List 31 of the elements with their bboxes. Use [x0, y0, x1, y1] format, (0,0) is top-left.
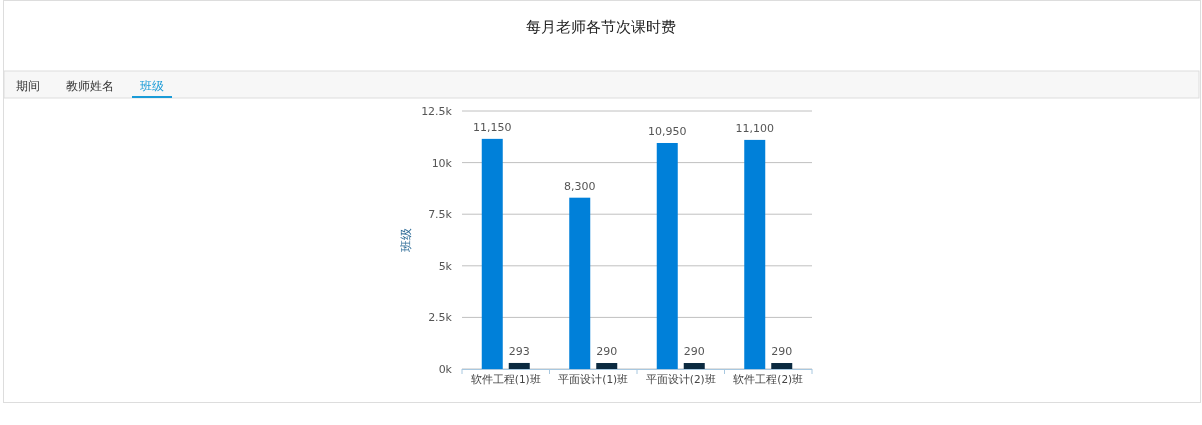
y-axis-title: 班级	[399, 228, 413, 252]
x-tick-label: 平面设计(1)班	[558, 373, 629, 385]
y-tick-label: 2.5k	[428, 311, 453, 325]
data-label: 8,300	[564, 179, 596, 193]
data-label: 290	[596, 345, 618, 359]
y-tick-label: 10k	[431, 156, 453, 170]
bar	[569, 197, 591, 369]
data-label: 290	[683, 345, 705, 359]
data-label: 290	[771, 345, 793, 359]
data-label: 10,950	[648, 124, 687, 138]
bar	[656, 142, 678, 369]
y-tick-label: 0k	[438, 363, 453, 376]
data-label: 11,100	[735, 121, 774, 135]
y-tick-label: 12.5k	[421, 105, 453, 118]
data-label: 11,150	[473, 120, 512, 134]
text: 教师姓名	[66, 79, 114, 93]
chart-title: 每月老师各节次课时费	[526, 18, 676, 36]
bar	[508, 362, 530, 369]
y-tick-label: 7.5k	[428, 208, 453, 222]
bar	[771, 363, 793, 369]
data-label: 293	[508, 344, 530, 358]
bar	[481, 138, 503, 369]
y-tick-label: 5k	[438, 259, 453, 273]
bar	[683, 363, 705, 369]
x-tick-label: 软件工程(2)班	[733, 373, 804, 385]
x-tick-label: 软件工程(1)班	[470, 373, 541, 385]
text: 期间	[16, 79, 40, 93]
text: 班级	[140, 79, 164, 93]
x-tick-label: 平面设计(2)班	[645, 373, 716, 385]
bar	[744, 139, 766, 369]
bar	[596, 363, 618, 369]
